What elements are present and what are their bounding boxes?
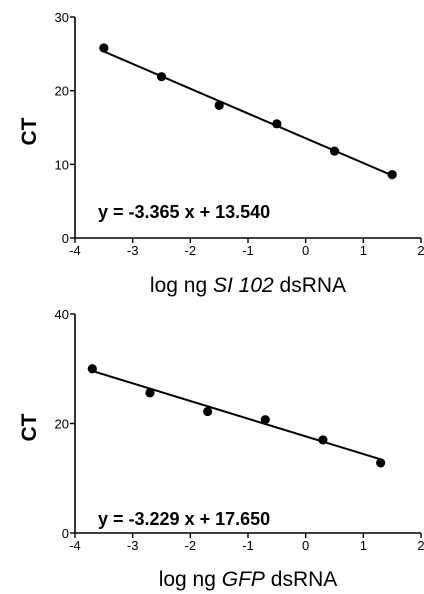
data-point: [272, 119, 282, 129]
regression-line: [92, 369, 381, 461]
x-axis-title-part: log ng: [150, 274, 213, 297]
data-point: [318, 435, 328, 445]
x-axis-title: log ng GFP dsRNA: [159, 568, 338, 591]
data-point: [376, 458, 386, 468]
y-axis-title: CT: [18, 117, 41, 145]
x-tick-label: -1: [242, 538, 254, 553]
y-tick-label: 0: [62, 526, 69, 541]
y-tick-label: 40: [55, 307, 69, 322]
data-point: [203, 406, 213, 417]
y-tick-label: 30: [55, 10, 69, 25]
y-tick-label: 20: [55, 84, 69, 99]
x-axis-title-part: log ng: [159, 568, 222, 591]
x-tick-label: -3: [127, 243, 139, 258]
x-axis-title: log ng SI 102 dsRNA: [150, 274, 346, 297]
x-axis-title-part: dsRNA: [265, 568, 337, 591]
x-tick-label: -4: [69, 243, 81, 258]
x-tick-label: 0: [302, 243, 309, 258]
y-tick-label: 0: [62, 231, 69, 246]
data-point: [99, 43, 109, 53]
data-point: [387, 170, 397, 180]
y-axis-title: CT: [18, 413, 41, 441]
x-tick-label: -2: [185, 538, 197, 553]
data-point: [145, 388, 155, 398]
x-tick-label: 0: [302, 538, 309, 553]
data-point: [214, 100, 224, 110]
x-tick-label: -2: [185, 243, 197, 258]
x-tick-label: -3: [127, 538, 139, 553]
x-tick-label: 1: [360, 243, 367, 258]
data-point: [87, 364, 97, 374]
x-tick-label: 1: [360, 538, 367, 553]
data-point: [156, 72, 167, 82]
x-tick-label: -1: [242, 243, 254, 258]
y-tick-label: 20: [55, 417, 69, 432]
x-axis-title-part: GFP: [222, 568, 265, 591]
regression-equation: y = -3.365 x + 13.540: [98, 202, 270, 222]
regression-equation: y = -3.229 x + 17.650: [98, 509, 270, 529]
y-tick-label: 10: [55, 157, 69, 172]
x-axis-title-part: SI 102: [213, 274, 274, 297]
x-tick-label: -4: [69, 538, 81, 553]
x-axis-title-part: dsRNA: [274, 274, 346, 297]
x-tick-label: 2: [417, 243, 424, 258]
data-point: [329, 146, 340, 156]
data-point: [260, 415, 270, 425]
regression-line: [103, 50, 393, 177]
x-tick-label: 2: [417, 538, 424, 553]
